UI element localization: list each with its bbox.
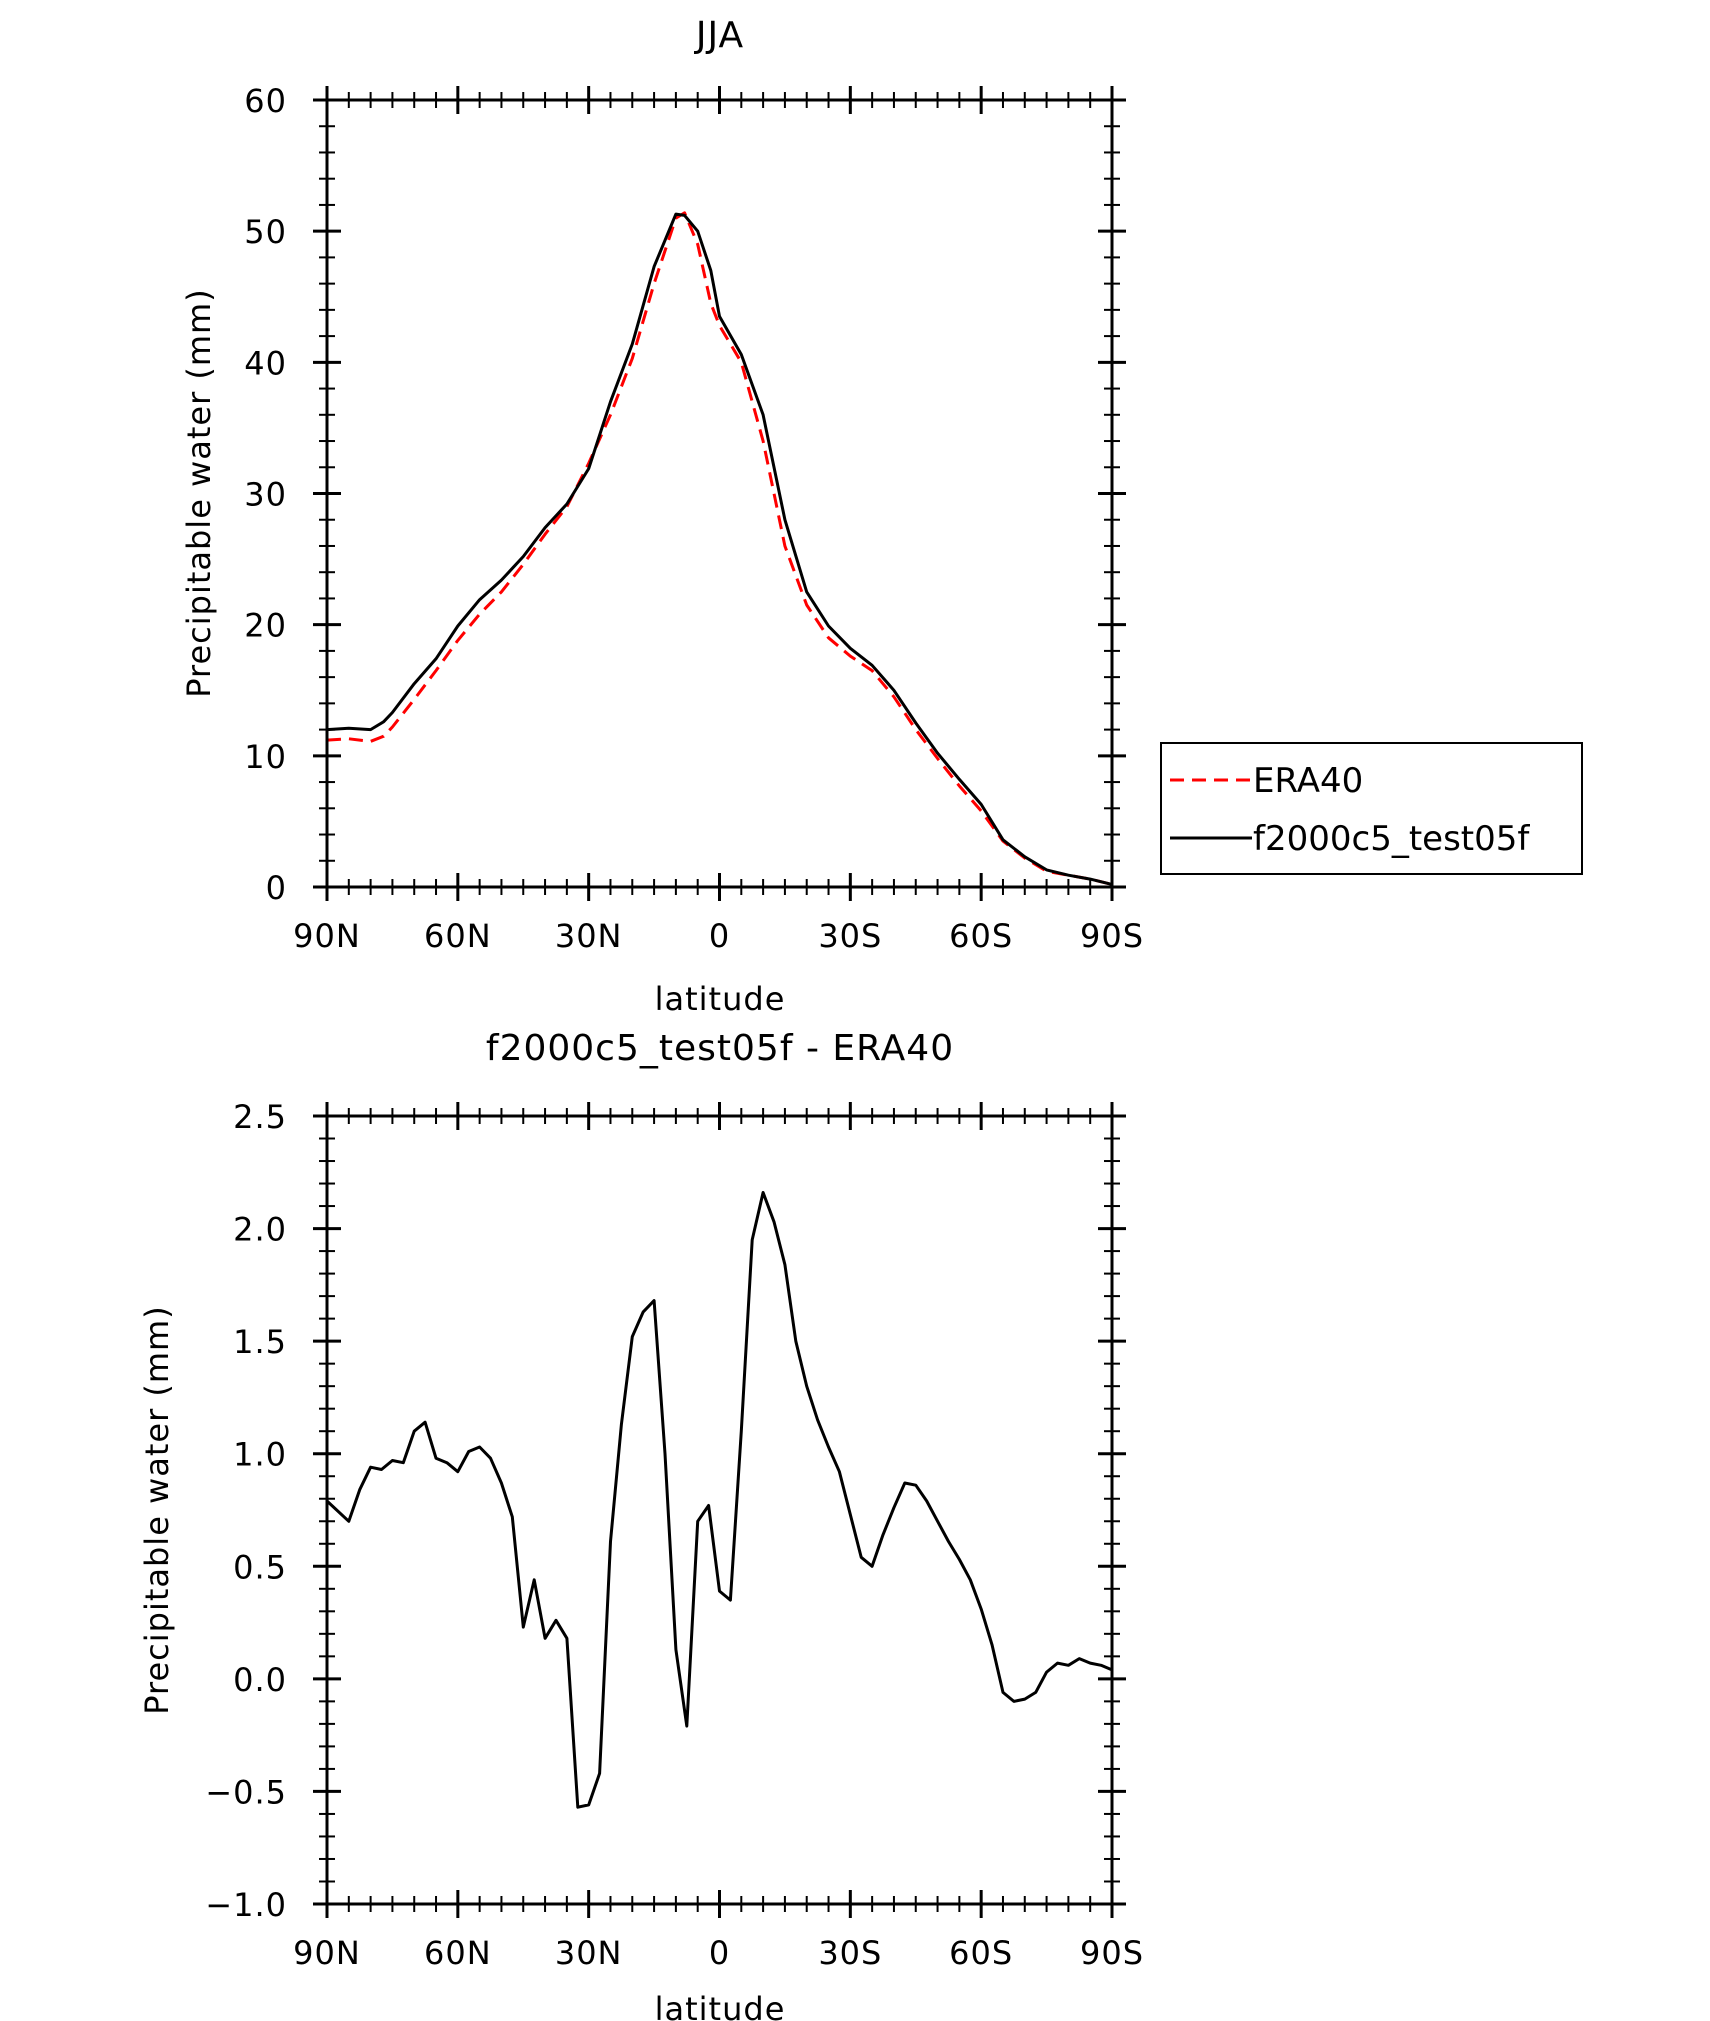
bottom-y-tick-label: −0.5 [205,1773,287,1811]
bottom-plot-frame [325,1114,1114,1906]
top-y-tick-label: 0 [266,869,287,907]
bottom-x-tick-label: 30S [818,1934,882,1972]
legend: ERA40 f2000c5_test05f [1160,742,1583,875]
bottom-x-tick-label: 60N [424,1934,492,1972]
bottom-x-tick-label: 90N [293,1934,361,1972]
legend-box [1160,742,1583,875]
top-panel: JJA 0 10 20 30 40 50 60 90N 60N 30N 0 30S 60S 90S Pr… [180,15,1583,1018]
top-series-line-f2000c5_test05f [326,212,1113,886]
bottom-y-tick-label: −1.0 [205,1886,287,1924]
top-series-line-era40 [326,211,1113,886]
top-y-tick-label: 30 [244,476,287,514]
top-x-tick-label: 90N [293,917,361,955]
bottom-y-tick-label: 0.0 [233,1661,287,1699]
top-y-tick-label: 10 [244,738,287,776]
bottom-panel: f2000c5_test05f - ERA40 −1.0 −0.5 0.0 0.5 1.… [138,1028,1144,2021]
top-x-tick-label: 60N [424,917,492,955]
bottom-y-tick-label: 2.5 [233,1098,287,1136]
top-plot-frame [325,98,1114,889]
bottom-y-axis-label: Precipitable water (mm) [138,1305,176,1714]
top-y-tick-label: 20 [244,607,287,645]
top-x-tick-label: 90S [1080,917,1144,955]
top-y-tick-label: 60 [244,82,287,120]
bottom-chart-title: f2000c5_test05f - ERA40 [486,1028,954,1069]
top-x-tick-label: 0 [709,917,730,955]
bottom-y-tick-label: 1.5 [233,1323,287,1361]
top-x-tick-labels: 90N 60N 30N 0 30S 60S 90S [293,917,1144,955]
top-x-tick-label: 30N [555,917,623,955]
top-y-tick-labels: 0 10 20 30 40 50 60 [244,82,287,907]
top-y-tick-label: 50 [244,213,287,251]
legend-label-f2000c5: f2000c5_test05f [1253,819,1530,859]
bottom-x-tick-label: 30N [555,1934,623,1972]
legend-label-era40: ERA40 [1253,761,1363,801]
bottom-y-tick-label: 0.5 [233,1548,287,1586]
bottom-tick-marks [313,1102,1126,1918]
bottom-y-tick-labels: −1.0 −0.5 0.0 0.5 1.0 1.5 2.0 2.5 [205,1098,287,1924]
bottom-x-tick-label: 0 [709,1934,730,1972]
top-x-tick-label: 30S [818,917,882,955]
top-x-axis-label: latitude [655,980,786,1018]
top-chart-title: JJA [694,15,744,56]
bottom-x-tick-labels: 90N 60N 30N 0 30S 60S 90S [293,1934,1144,1972]
bottom-y-tick-label: 2.0 [233,1211,287,1249]
bottom-y-tick-label: 1.0 [233,1436,287,1474]
bottom-x-axis-label: latitude [655,1990,786,2021]
bottom-x-tick-label: 90S [1080,1934,1144,1972]
top-y-tick-label: 40 [244,344,287,382]
bottom-x-tick-label: 60S [949,1934,1013,1972]
top-tick-marks [313,86,1126,901]
top-series-group [326,211,1113,886]
bottom-series-line-diff [325,1191,1113,1809]
bottom-series-group [325,1191,1113,1809]
top-y-axis-label: Precipitable water (mm) [180,288,218,697]
top-x-tick-label: 60S [949,917,1013,955]
